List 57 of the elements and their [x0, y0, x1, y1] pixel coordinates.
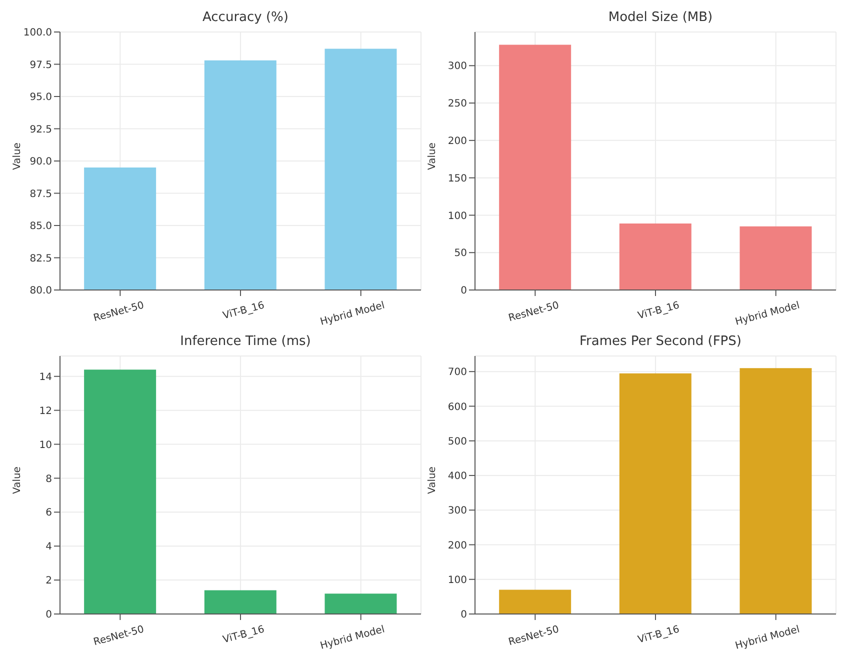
bar: [324, 594, 397, 614]
y-tick-label: 10: [39, 440, 52, 451]
y-tick-label: 400: [448, 471, 467, 482]
y-tick-label: 50: [454, 248, 467, 260]
x-tick-label: Hybrid Model: [734, 300, 801, 328]
x-tick-label: Hybrid Model: [319, 624, 386, 651]
y-tick-label: 500: [448, 436, 467, 448]
y-tick-label: 87.5: [30, 188, 52, 200]
y-axis-title: Value: [427, 142, 438, 170]
bar: [740, 226, 812, 290]
y-tick-label: 6: [46, 508, 52, 519]
x-tick-label: ViT-B_16: [636, 624, 681, 646]
chart-title: Model Size (MB): [607, 10, 714, 25]
x-tick-label: ViT-B_16: [222, 624, 266, 646]
bar: [499, 44, 572, 290]
y-tick-label: 200: [448, 540, 467, 552]
x-tick-label: Hybrid Model: [319, 300, 386, 328]
bar: [204, 590, 276, 614]
bar: [619, 373, 692, 614]
y-tick-label: 200: [448, 136, 467, 147]
chart-title: Accuracy (%): [202, 10, 290, 25]
y-tick-label: 250: [448, 98, 467, 110]
y-tick-label: 97.5: [30, 60, 52, 71]
y-tick-label: 300: [448, 506, 467, 517]
y-tick-label: 2: [46, 576, 52, 587]
y-tick-label: 80.0: [30, 286, 52, 297]
y-tick-label: 100: [448, 210, 467, 222]
y-tick-label: 600: [448, 402, 467, 413]
x-tick-label: ViT-B_16: [636, 300, 681, 322]
x-tick-label: Hybrid Model: [734, 624, 801, 651]
y-tick-label: 100.0: [23, 28, 52, 39]
y-tick-label: 150: [448, 173, 467, 184]
bar: [499, 590, 572, 614]
y-tick-label: 8: [46, 474, 52, 485]
y-tick-label: 300: [448, 61, 467, 72]
y-tick-label: 0: [460, 286, 467, 297]
y-tick-label: 95.0: [30, 92, 52, 104]
chart-title: Inference Time (ms): [179, 334, 312, 349]
bar: [84, 370, 156, 614]
y-axis-title: Value: [427, 466, 438, 494]
y-tick-label: 90.0: [30, 156, 52, 168]
x-tick-label: ViT-B_16: [222, 300, 266, 322]
y-tick-label: 92.5: [30, 124, 52, 136]
y-tick-label: 82.5: [30, 253, 52, 264]
y-tick-label: 700: [448, 367, 467, 378]
y-tick-label: 85.0: [30, 221, 52, 232]
bar: [740, 368, 812, 614]
y-tick-label: 14: [39, 372, 52, 383]
y-tick-label: 4: [46, 542, 52, 553]
y-tick-label: 12: [39, 406, 52, 417]
chart-title: Frames Per Second (FPS): [578, 334, 742, 349]
y-tick-label: 100: [448, 574, 467, 586]
y-axis-title: Value: [12, 466, 23, 494]
y-tick-label: 0: [46, 610, 52, 621]
y-axis-title: Value: [12, 142, 23, 170]
y-tick-label: 0: [460, 610, 467, 621]
bar: [619, 223, 692, 290]
